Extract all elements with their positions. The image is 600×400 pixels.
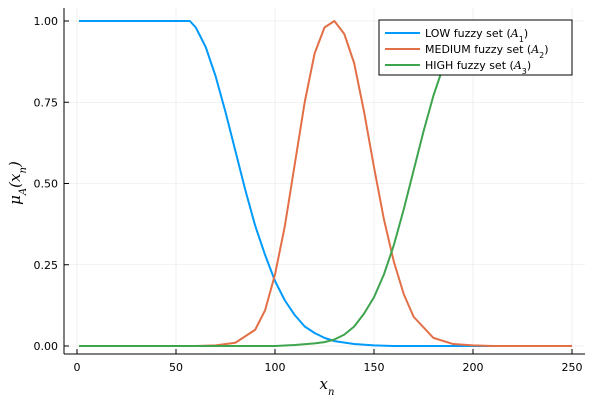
legend-label-1: LOW fuzzy set (A1) [425, 27, 528, 44]
x-tick-label-5: 250 [562, 361, 583, 374]
x-tick-label-2: 100 [265, 361, 286, 374]
x-tick-label-3: 150 [364, 361, 385, 374]
axes [63, 8, 585, 355]
x-tick-label-4: 200 [463, 361, 484, 374]
y-tick-label-4: 1.00 [34, 15, 59, 28]
y-tick-label-2: 0.50 [34, 178, 59, 191]
legend: LOW fuzzy set (A1)MEDIUM fuzzy set (A2)H… [378, 19, 573, 76]
y-tick-label-3: 0.75 [34, 96, 59, 109]
series-line-1 [78, 20, 572, 347]
y-tick-label-1: 0.25 [34, 259, 59, 272]
series-line-2 [78, 20, 572, 347]
x-ticks: 0 50 100 150 200 250 [74, 349, 583, 374]
y-axis-label: μA(xn) [6, 161, 29, 205]
legend-label-3: HIGH fuzzy set (A3) [425, 59, 531, 76]
legend-label-2: MEDIUM fuzzy set (A2) [425, 43, 549, 60]
y-tick-label-0: 0.00 [34, 340, 59, 353]
x-tick-label-0: 0 [74, 361, 81, 374]
x-tick-label-1: 50 [169, 361, 183, 374]
x-axis-label: xn [320, 375, 335, 398]
y-ticks: 0.00 0.25 0.50 0.75 1.00 [34, 15, 69, 353]
